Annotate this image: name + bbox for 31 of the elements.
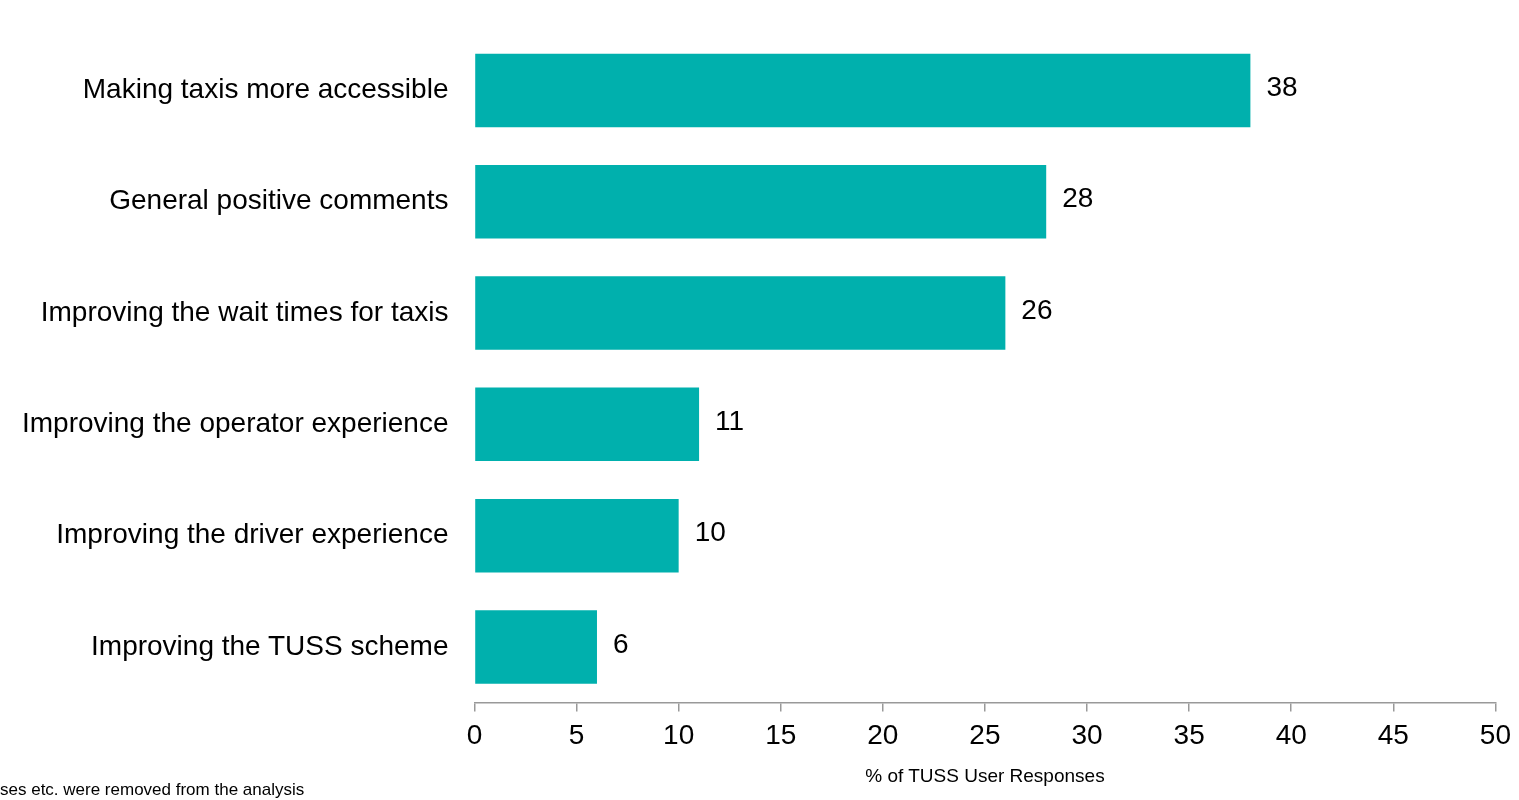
y-tick-label: Improving the driver experience [56, 518, 449, 550]
y-tick-label: Improving the operator experience [22, 407, 449, 439]
bar [475, 53, 1251, 128]
data-label: 26 [1021, 293, 1053, 325]
x-tick-label: 5 [568, 719, 585, 751]
bar [475, 387, 700, 462]
x-tick-label: 25 [969, 719, 1001, 751]
data-label: 28 [1062, 182, 1094, 214]
bar [475, 498, 679, 573]
bar [475, 165, 1047, 239]
x-tick-label: 30 [1071, 719, 1103, 751]
data-label: 11 [715, 405, 745, 437]
y-tick-label: Making taxis more accessible [82, 73, 449, 105]
x-axis-title: % of TUSS User Responses [865, 764, 1105, 786]
y-tick-label: Improving the wait times for taxis [40, 295, 449, 327]
x-tick-label: 35 [1173, 719, 1205, 751]
x-tick-label: 0 [466, 719, 483, 751]
x-tick-label: 40 [1275, 719, 1307, 751]
text: ses etc. were removed from the analysis [0, 780, 305, 800]
x-tick-label: 15 [765, 719, 797, 751]
x-tick-label: 50 [1479, 719, 1512, 751]
bar [475, 276, 1006, 350]
y-tick-label: General positive comments [109, 184, 449, 216]
x-tick-label: 20 [867, 719, 899, 751]
x-tick-label: 10 [663, 719, 695, 751]
data-label: 10 [694, 516, 726, 548]
data-label: 38 [1266, 71, 1298, 103]
y-tick-label: Improving the TUSS scheme [91, 629, 449, 661]
bar [475, 610, 597, 684]
x-tick-label: 45 [1377, 719, 1409, 751]
data-label: 6 [612, 627, 629, 659]
